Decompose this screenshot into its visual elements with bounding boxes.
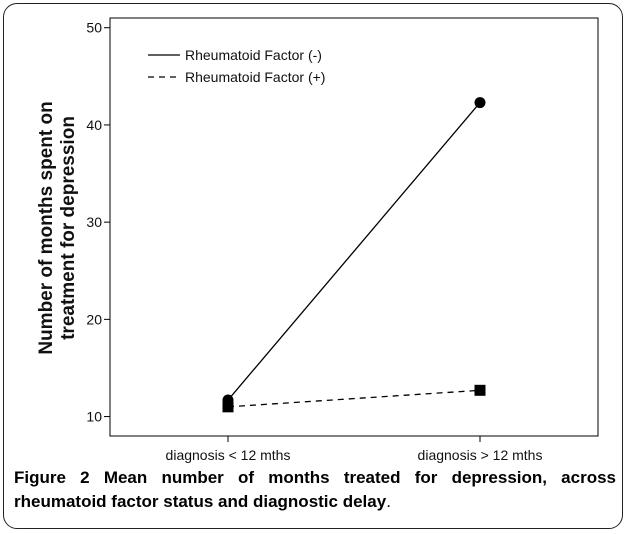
legend-label-0: Rheumatoid Factor (-): [185, 47, 322, 63]
series-1-point-1: [474, 384, 486, 396]
series-1-point-0: [222, 401, 234, 413]
y-tick-label-10: 10: [86, 409, 102, 425]
y-axis: 10 20 30 40 50: [86, 20, 110, 425]
series-line-0: [227, 102, 481, 401]
y-axis-label-line-2: treatment for depression: [58, 116, 79, 340]
caption-end: .: [386, 492, 391, 511]
y-tick-label-40: 40: [86, 117, 102, 133]
figure-label: Figure 2: [14, 468, 90, 487]
series-line-1: [227, 389, 481, 408]
y-axis-label-line-1: Number of months spent on: [36, 101, 57, 354]
y-tick-label-20: 20: [86, 311, 102, 327]
plot-area: [109, 17, 599, 437]
y-tick-label-50: 50: [86, 20, 102, 36]
caption-text: Mean number of months treated for depres…: [14, 468, 616, 511]
x-tick-label-1: diagnosis > 12 mths: [418, 447, 543, 463]
legend: Rheumatoid Factor (-) Rheumatoid Factor (…: [148, 47, 325, 85]
series-0-point-1: [474, 97, 486, 109]
legend-label-1: Rheumatoid Factor (+): [185, 69, 325, 85]
x-axis: diagnosis < 12 mths diagnosis > 12 mths: [166, 436, 543, 463]
series-group: [222, 97, 486, 413]
figure-frame: [3, 3, 623, 529]
y-tick-label-30: 30: [86, 214, 102, 230]
figure-caption: Figure 2 Mean number of months treated f…: [14, 466, 616, 514]
x-tick-label-0: diagnosis < 12 mths: [166, 447, 291, 463]
